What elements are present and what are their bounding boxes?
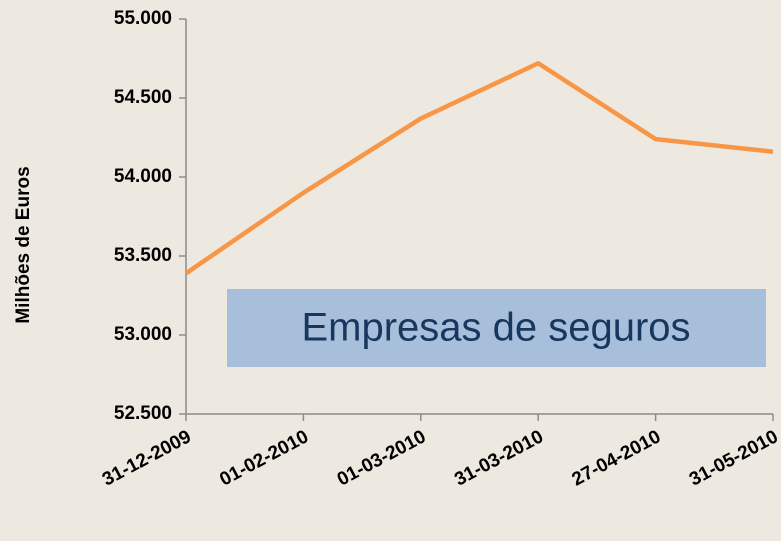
x-tick-label: 27-04-2010 [569, 426, 665, 490]
y-tick-label: 54.500 [114, 87, 172, 108]
y-tick-label: 55.000 [114, 8, 172, 29]
x-tick-label: 31-03-2010 [451, 426, 547, 490]
annotation: Empresas de seguros [301, 306, 690, 350]
y-tick-label: 52.500 [114, 403, 172, 424]
y-axis-label: Milhões de Euros [13, 166, 34, 323]
line [184, 60, 774, 276]
x-tick-label: 01-03-2010 [334, 426, 430, 490]
y-tick-label: 54.000 [114, 166, 172, 187]
x-tick-label: 31-12-2009 [99, 426, 195, 490]
y-tick-label: 53.000 [114, 324, 172, 345]
x-tick-label: 31-05-2010 [686, 426, 781, 490]
y-tick-label: 53.500 [114, 245, 172, 266]
annotation-box [227, 289, 766, 367]
x-tick-label: 01-02-2010 [216, 426, 312, 490]
